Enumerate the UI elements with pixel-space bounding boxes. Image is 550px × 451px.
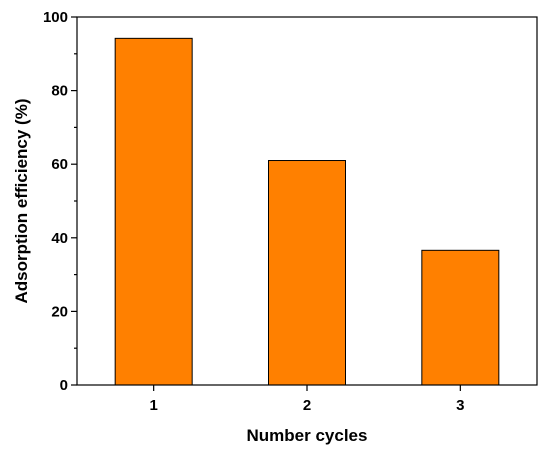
x-tick-label: 2 xyxy=(303,397,311,414)
y-tick-label: 60 xyxy=(51,156,68,173)
x-axis-title: Number cycles xyxy=(247,426,368,445)
bar-cycle-2 xyxy=(268,160,346,386)
bar-cycle-3 xyxy=(421,249,500,386)
y-tick-label: 20 xyxy=(51,303,68,320)
bar-cycle-1 xyxy=(114,37,193,386)
y-tick-label: 40 xyxy=(51,230,68,247)
y-axis: 0 20 40 60 80 100 xyxy=(43,9,77,394)
x-axis: 1 2 3 xyxy=(149,385,465,414)
bars xyxy=(114,37,500,386)
y-tick-label: 100 xyxy=(43,9,68,26)
x-tick-label: 3 xyxy=(456,397,464,414)
y-tick-label: 80 xyxy=(51,83,68,100)
x-tick-label: 1 xyxy=(149,397,157,414)
y-tick-label: 0 xyxy=(60,377,68,394)
y-axis-title: Adsorption efficiency (%) xyxy=(12,99,31,304)
